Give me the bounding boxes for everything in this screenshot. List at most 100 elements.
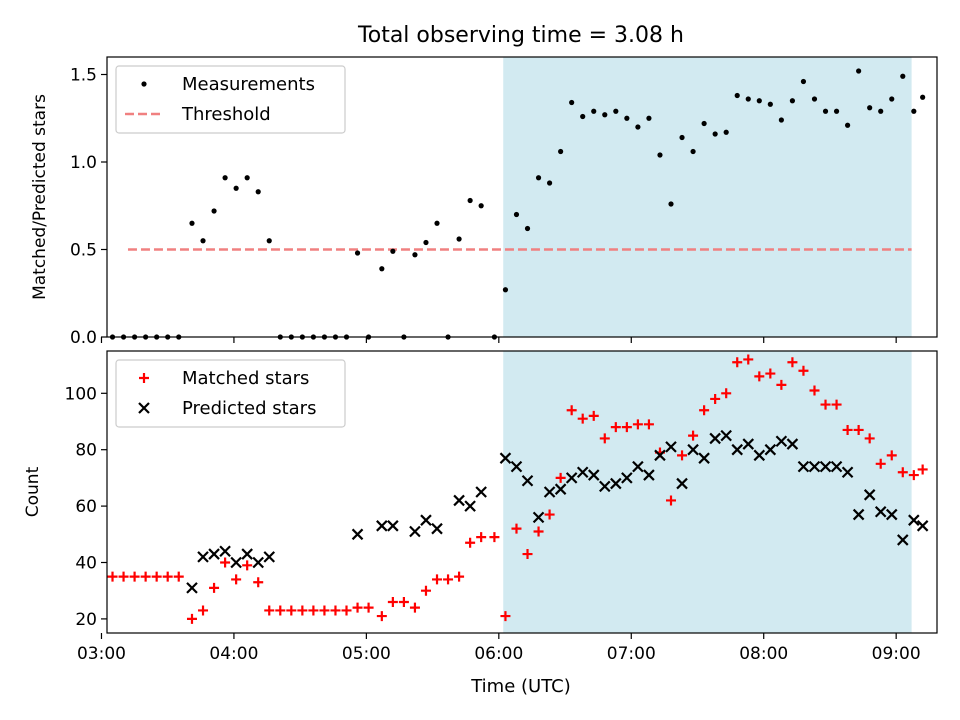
y-axis-label: Count [23, 466, 43, 517]
y-tick-label: 60 [75, 497, 97, 517]
measurement-point [657, 152, 663, 158]
y-tick-label: 1.5 [70, 66, 97, 86]
x-tick-label: 07:00 [607, 644, 656, 664]
predicted-point [742, 438, 755, 450]
y-tick-label: 0.0 [70, 328, 97, 348]
matched-point [820, 399, 831, 410]
measurement-point [266, 238, 272, 244]
predicted-point [521, 474, 534, 487]
matched-point [588, 410, 599, 421]
matched-point [688, 430, 699, 441]
measurement-point [602, 112, 608, 118]
measurement-point [767, 101, 773, 107]
matched-point [765, 368, 776, 379]
x-axis-label: Time (UTC) [470, 676, 571, 697]
predicted-point [576, 466, 589, 479]
matched-point [875, 458, 886, 469]
predicted-point [453, 494, 465, 507]
matched-point [308, 605, 319, 616]
x-tick-label: 08:00 [739, 644, 788, 664]
matched-point [853, 424, 864, 435]
measurement-point [502, 287, 509, 293]
matched-point [129, 571, 140, 582]
predicted-point [709, 432, 721, 445]
matched-point [566, 405, 577, 416]
measurement-point [900, 73, 906, 79]
matched-point [610, 422, 621, 433]
measurement-point [789, 98, 796, 104]
x-tick-label: 06:00 [474, 644, 523, 664]
matched-point [533, 526, 544, 537]
measurement-point [679, 134, 685, 141]
predicted-point [841, 466, 854, 479]
measurement-point [635, 124, 641, 130]
predicted-point [852, 508, 865, 521]
matched-point [443, 574, 454, 585]
predicted-point [554, 483, 567, 495]
measurement-point [745, 96, 751, 102]
predicted-point [510, 460, 523, 473]
measurement-point [646, 115, 652, 121]
predicted-point [197, 551, 209, 563]
matched-point [264, 605, 275, 616]
matched-point [677, 450, 688, 461]
predicted-point [409, 525, 421, 538]
measurement-point [811, 96, 818, 102]
matched-point [897, 467, 908, 478]
measurement-point [844, 122, 851, 128]
predicted-point [908, 514, 920, 526]
shaded-region [503, 57, 912, 337]
predicted-point [610, 477, 622, 490]
matched-point [632, 419, 643, 430]
measurement-point [613, 108, 619, 114]
measurement-point [222, 175, 228, 181]
predicted-point [230, 556, 242, 569]
x-tick-label: 09:00 [872, 644, 921, 664]
measurement-point [778, 117, 784, 123]
measurement-point [189, 220, 195, 226]
matched-point [173, 571, 184, 582]
y-tick-label: 100 [65, 384, 97, 404]
matched-point [341, 605, 352, 616]
predicted-point [665, 441, 677, 453]
x-tick-label: 04:00 [209, 644, 258, 664]
predicted-point [830, 460, 843, 473]
matched-point [908, 470, 919, 481]
x-tick-label: 05:00 [342, 644, 391, 664]
measurement-point [867, 105, 873, 111]
matched-point [286, 605, 297, 616]
predicted-point [241, 548, 253, 560]
matched-point [220, 557, 231, 568]
predicted-point [351, 528, 364, 541]
matched-point [522, 549, 533, 560]
matched-point [643, 419, 654, 430]
legend-marker [141, 81, 147, 87]
matched-point [151, 571, 162, 582]
axes-frame [106, 56, 938, 338]
matched-point [917, 464, 928, 475]
predicted-point [599, 480, 611, 493]
measurement-point [255, 189, 261, 195]
legend-label: Predicted stars [182, 398, 316, 419]
matched-point [231, 574, 242, 585]
y-tick-label: 1.0 [70, 153, 97, 173]
measurement-point [756, 98, 762, 104]
matched-point [721, 388, 732, 399]
predicted-point [916, 520, 929, 532]
predicted-point [676, 477, 688, 490]
measurement-point [920, 94, 926, 100]
chart-title: Total observing time = 3.08 h [357, 23, 684, 48]
matched-point [621, 422, 632, 433]
predicted-point [263, 551, 276, 563]
measurement-point [434, 220, 440, 226]
predicted-point [475, 486, 487, 498]
measurement-point [513, 211, 520, 218]
predicted-point [753, 449, 766, 462]
predicted-point [687, 443, 699, 456]
matched-point [275, 605, 286, 616]
measurement-point [423, 239, 429, 246]
matched-point [754, 371, 765, 382]
predicted-point [731, 443, 744, 456]
matched-point [699, 405, 710, 416]
matched-point [732, 357, 743, 368]
